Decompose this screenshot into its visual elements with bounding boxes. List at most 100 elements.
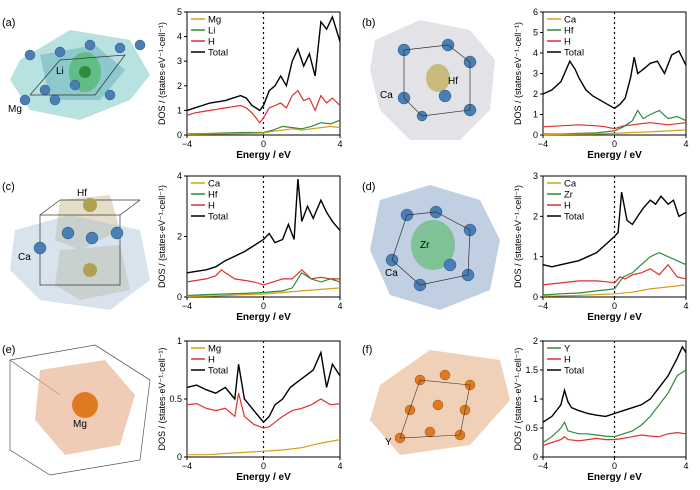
y-tick-label: 0.5: [525, 423, 538, 433]
y-tick-label: 3: [533, 69, 538, 79]
x-tick-label: 0: [261, 301, 266, 311]
x-tick-label: −4: [182, 139, 192, 149]
structure-c-label-ca: Ca: [18, 252, 31, 263]
y-tick-label: 1: [533, 110, 538, 120]
structure-c-label-hf: Hf: [77, 188, 87, 199]
y-tick-label: 5: [533, 28, 538, 38]
series-li: [186, 119, 341, 135]
legend-label-h: H: [564, 355, 571, 366]
legend-label-hf: Hf: [208, 190, 218, 201]
series-hf: [543, 109, 687, 135]
panel-label-a: (a): [2, 17, 15, 29]
x-axis-label: Energy / eV: [236, 150, 291, 161]
y-axis-label: DOS / (states·eV⁻¹·cell⁻¹): [157, 22, 167, 125]
legend-label-li: Li: [208, 26, 215, 37]
series-total: [186, 14, 341, 112]
y-tick-label: 0: [177, 452, 182, 462]
x-tick-label: 0: [612, 139, 617, 149]
series-ca: [186, 287, 341, 297]
x-tick-label: 4: [683, 461, 688, 471]
y-axis-label: DOS / (states·eV⁻¹·cell⁻¹): [513, 185, 523, 288]
y-tick-label: 5: [177, 7, 182, 17]
structure-f: Y: [370, 350, 510, 455]
x-tick-label: −4: [538, 461, 548, 471]
legend-label-h: H: [564, 37, 571, 48]
y-axis-label: DOS / (states·eV⁻¹·cell⁻¹): [513, 347, 523, 450]
panel-label-b: (b): [362, 17, 375, 29]
x-axis-label: Energy / eV: [236, 312, 291, 323]
y-tick-label: 2: [177, 232, 182, 242]
y-tick-label: 6: [533, 7, 538, 17]
y-tick-label: 4: [533, 48, 538, 58]
legend-label-total: Total: [564, 48, 584, 59]
panel-label-f: (f): [362, 344, 372, 356]
panel-label-d: (d): [362, 181, 375, 193]
structure-b: Hf Ca: [370, 20, 495, 140]
y-tick-label: 1: [177, 336, 182, 346]
x-tick-label: 4: [337, 301, 342, 311]
structure-a-label-li: Li: [56, 66, 64, 77]
x-tick-label: 0: [612, 301, 617, 311]
x-tick-label: 4: [683, 139, 688, 149]
legend-label-mg: Mg: [208, 344, 221, 355]
y-tick-label: 1: [533, 394, 538, 404]
series-h: [186, 393, 341, 429]
structure-b-label-ca: Ca: [380, 90, 393, 101]
y-tick-label: 4: [177, 32, 182, 42]
legend-label-h: H: [208, 355, 215, 366]
x-tick-label: −4: [182, 461, 192, 471]
y-tick-label: 0: [533, 452, 538, 462]
legend-label-h: H: [564, 201, 571, 212]
y-tick-label: 3: [533, 171, 538, 181]
structure-d-label-zr: Zr: [420, 240, 430, 251]
y-tick-label: 2: [533, 336, 538, 346]
legend-label-total: Total: [208, 212, 228, 223]
series-ca: [542, 284, 687, 297]
series-h: [542, 263, 687, 286]
series-ca: [542, 129, 687, 136]
legend-label-ca: Ca: [564, 179, 577, 190]
x-axis-label: Energy / eV: [587, 312, 642, 323]
y-tick-label: 3: [177, 56, 182, 66]
x-tick-label: 0: [261, 139, 266, 149]
y-tick-label: 1.5: [525, 365, 538, 375]
y-tick-label: 4: [177, 171, 182, 181]
x-tick-label: −4: [182, 301, 192, 311]
x-tick-label: 0: [612, 461, 617, 471]
series-hf: [186, 271, 341, 297]
x-axis-label: Energy / eV: [587, 472, 642, 483]
legend-label-y: Y: [564, 344, 571, 355]
y-tick-label: 0.5: [169, 394, 182, 404]
x-tick-label: 0: [261, 461, 266, 471]
series-zr: [542, 251, 687, 296]
structure-c: Hf Ca: [10, 188, 150, 310]
structure-e: Mg: [9, 344, 151, 476]
legend-label-total: Total: [564, 366, 584, 377]
structure-a: Li Mg: [8, 30, 150, 120]
legend-label-zr: Zr: [564, 190, 573, 201]
structure-d-label-ca: Ca: [385, 268, 398, 279]
structure-a-label-mg: Mg: [8, 104, 22, 115]
y-tick-label: 2: [533, 89, 538, 99]
y-axis-label: DOS / (states·eV⁻¹·cell⁻¹): [513, 22, 523, 125]
y-tick-label: 2: [533, 211, 538, 221]
panel-label-e: (e): [2, 344, 15, 356]
y-tick-label: 2: [177, 81, 182, 91]
y-tick-label: 0: [533, 292, 538, 302]
series-h: [542, 122, 687, 130]
series-mg: [186, 125, 341, 135]
y-axis-label: DOS / (states·eV⁻¹·cell⁻¹): [157, 347, 167, 450]
series-total: [186, 350, 341, 424]
series-total: [542, 50, 687, 110]
